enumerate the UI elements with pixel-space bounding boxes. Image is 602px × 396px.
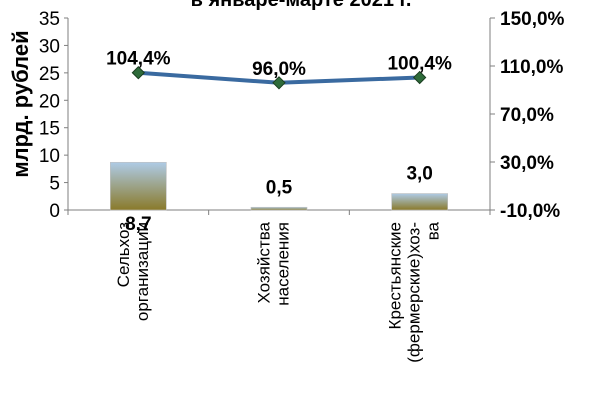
line-data-label: 104,4% [106,49,171,70]
category-label-line: Сельхоз [114,222,133,288]
right-tick-label: -10,0% [500,201,560,222]
bar [391,193,448,211]
bar-data-label: 8,7 [125,214,151,235]
category-label-line: Хозяйства [255,221,274,303]
bar [110,161,167,211]
line-series [131,66,427,90]
right-tick-label: 30,0% [500,153,554,174]
category-label-line: (фермерские)хоз- [405,222,424,363]
left-tick-label: 5 [49,174,60,195]
chart-title: в январе-марте 2021 г. [191,0,412,11]
line-data-label: 100,4% [387,54,452,75]
line-point [412,70,427,85]
left-tick-label: 30 [39,36,60,57]
bar-data-label: 3,0 [406,164,432,185]
right-tick-label: 70,0% [500,105,554,126]
line-point [272,76,286,90]
category-label: Сельхозорганизации [114,222,152,321]
left-tick-label: 15 [39,119,60,140]
data-labels: 104,4% 96,0% 100,4% 8,7 0,5 3,0 [106,49,452,235]
category-label-line: Крестьянские [386,222,405,329]
category-label: Крестьянские(фермерские)хоз-ва [386,221,443,362]
bar [250,206,308,211]
right-tick-label: 110,0% [500,57,563,78]
category-label-line: ва [424,221,443,240]
left-tick-label: 0 [49,201,60,222]
category-label-line: организации [133,222,152,321]
y-axis-label: млрд. рублей [8,30,33,177]
line-data-label: 96,0% [252,59,306,80]
left-tick-label: 20 [39,91,60,112]
left-tick-label: 25 [39,64,60,85]
axes: 0 5 10 15 20 25 30 35 -10,0% 30,0% 70,0% 110,0% 150,… [8,9,565,363]
left-tick-label: 35 [39,9,60,30]
category-label: Хозяйстванаселения [255,221,293,305]
bar-data-label: 0,5 [266,177,293,198]
bars [110,161,448,211]
line-point [131,66,146,80]
category-label-line: населения [274,222,293,306]
right-tick-label: 150,0% [500,9,565,30]
left-tick-label: 10 [39,146,60,167]
